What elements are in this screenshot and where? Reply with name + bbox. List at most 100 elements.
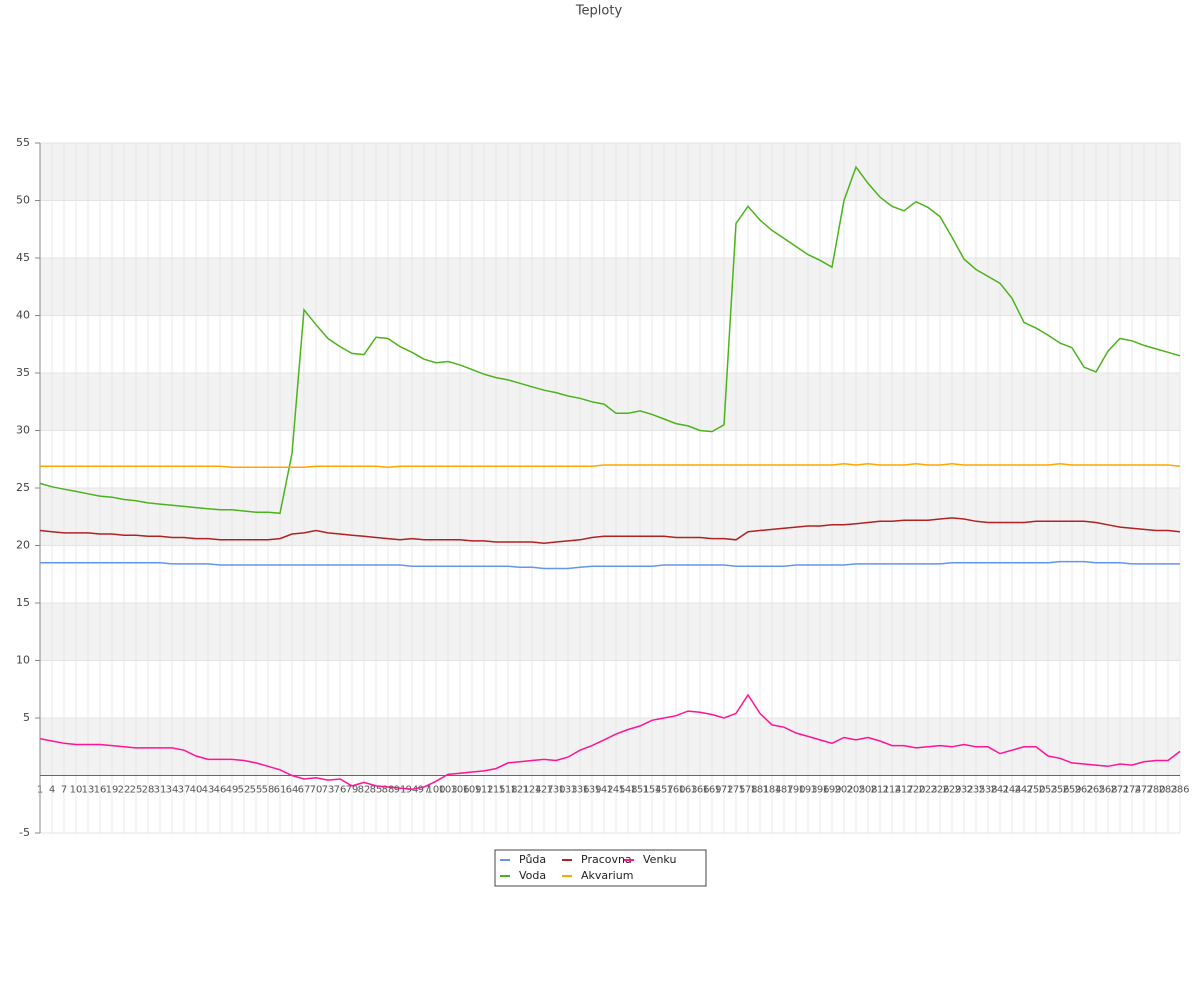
series-line (40, 560, 1180, 570)
legend-label: Pracovna (581, 853, 632, 866)
x-tick-label: 70 (310, 785, 323, 796)
x-tick-label: 220 (906, 785, 925, 796)
x-tick-label: 154 (642, 785, 661, 796)
x-tick-label: 22 (118, 785, 131, 796)
x-tick-label: 166 (690, 785, 709, 796)
x-tick-label: 34 (166, 785, 179, 796)
x-tick-label: 64 (286, 785, 299, 796)
x-tick-label: 136 (570, 785, 589, 796)
x-tick-label: 247 (1014, 785, 1033, 796)
x-tick-label: 142 (594, 785, 613, 796)
x-tick-label: 16 (94, 785, 107, 796)
x-tick-label: 187 (774, 785, 793, 796)
x-tick-label: 88 (382, 785, 395, 796)
x-tick-label: 193 (798, 785, 817, 796)
legend-label: Akvarium (581, 869, 633, 882)
x-tick-label: 46 (214, 785, 227, 796)
series-line (39, 693, 1181, 791)
x-tick-label: 109 (462, 785, 481, 796)
x-tick-label: 283 (1158, 785, 1177, 796)
x-tick-label: 10 (70, 785, 83, 796)
x-tick-label: 241 (990, 785, 1009, 796)
x-tick-label: 274 (1122, 785, 1141, 796)
x-tick-label: 67 (298, 785, 311, 796)
x-tick-label: 85 (370, 785, 383, 796)
x-tick-label: 196 (810, 785, 829, 796)
x-tick-label: 115 (486, 785, 505, 796)
x-tick-label: 4 (49, 785, 55, 796)
x-tick-label: 79 (346, 785, 359, 796)
x-tick-label: 178 (738, 785, 757, 796)
x-tick-label: 49 (226, 785, 239, 796)
x-tick-label: 160 (666, 785, 685, 796)
grid-band (40, 603, 1180, 661)
x-tick-label: 190 (786, 785, 805, 796)
x-tick-label: 58 (262, 785, 275, 796)
grid-band (40, 258, 1180, 316)
x-tick-label: 103 (438, 785, 457, 796)
legend-label: Půda (519, 853, 546, 866)
x-tick-label: 163 (678, 785, 697, 796)
y-tick-label: 55 (16, 136, 30, 149)
x-tick-label: 175 (726, 785, 745, 796)
chart-title: Teploty (575, 4, 623, 19)
x-tick-label: 226 (930, 785, 949, 796)
x-tick-label: 208 (858, 785, 877, 796)
x-tick-label: 118 (498, 785, 517, 796)
x-tick-label: 43 (202, 785, 215, 796)
x-tick-label: 223 (918, 785, 937, 796)
series-line (40, 463, 1181, 469)
y-tick-label: 20 (16, 539, 30, 552)
x-tick-label: 7 (61, 785, 67, 796)
y-tick-label: 15 (16, 596, 30, 609)
series-line (39, 165, 1181, 515)
x-tick-label: 76 (334, 785, 347, 796)
x-tick-label: 169 (702, 785, 721, 796)
y-tick-label: 10 (16, 654, 30, 667)
x-tick-label: 40 (190, 785, 203, 796)
x-tick-label: 214 (882, 785, 901, 796)
y-tick-label: 50 (16, 194, 30, 207)
x-tick-label: 253 (1038, 785, 1057, 796)
x-tick-label: 37 (178, 785, 191, 796)
x-tick-label: 133 (558, 785, 577, 796)
y-tick-label: 5 (23, 711, 30, 724)
x-tick-label: 202 (834, 785, 853, 796)
x-tick-label: 172 (714, 785, 733, 796)
x-tick-label: 73 (322, 785, 335, 796)
series-line (39, 517, 1181, 544)
x-tick-label: 55 (250, 785, 263, 796)
y-tick-label: 45 (16, 251, 30, 264)
x-tick-label: 256 (1050, 785, 1069, 796)
x-tick-label: 28 (142, 785, 155, 796)
legend-label: Venku (643, 853, 676, 866)
x-tick-label: 13 (82, 785, 95, 796)
x-tick-label: 280 (1146, 785, 1165, 796)
x-tick-label: 112 (474, 785, 493, 796)
x-tick-label: 238 (978, 785, 997, 796)
x-tick-label: 31 (154, 785, 167, 796)
x-tick-label: 229 (942, 785, 961, 796)
x-tick-label: 286 (1170, 785, 1189, 796)
y-tick-label: -5 (19, 826, 30, 839)
x-tick-label: 61 (274, 785, 287, 796)
x-tick-label: 139 (582, 785, 601, 796)
x-tick-label: 184 (762, 785, 781, 796)
x-tick-label: 235 (966, 785, 985, 796)
legend-label: Voda (519, 869, 546, 882)
x-tick-label: 232 (954, 785, 973, 796)
x-tick-label: 181 (750, 785, 769, 796)
x-tick-label: 259 (1062, 785, 1081, 796)
x-tick-label: 211 (870, 785, 889, 796)
x-tick-label: 205 (846, 785, 865, 796)
y-tick-label: 30 (16, 424, 30, 437)
y-tick-label: 25 (16, 481, 30, 494)
grid-band (40, 373, 1180, 431)
x-tick-label: 157 (654, 785, 673, 796)
grid-band (40, 718, 1180, 776)
x-tick-label: 100 (426, 785, 445, 796)
x-tick-label: 82 (358, 785, 371, 796)
legend (494, 849, 707, 887)
x-tick-label: 217 (894, 785, 913, 796)
